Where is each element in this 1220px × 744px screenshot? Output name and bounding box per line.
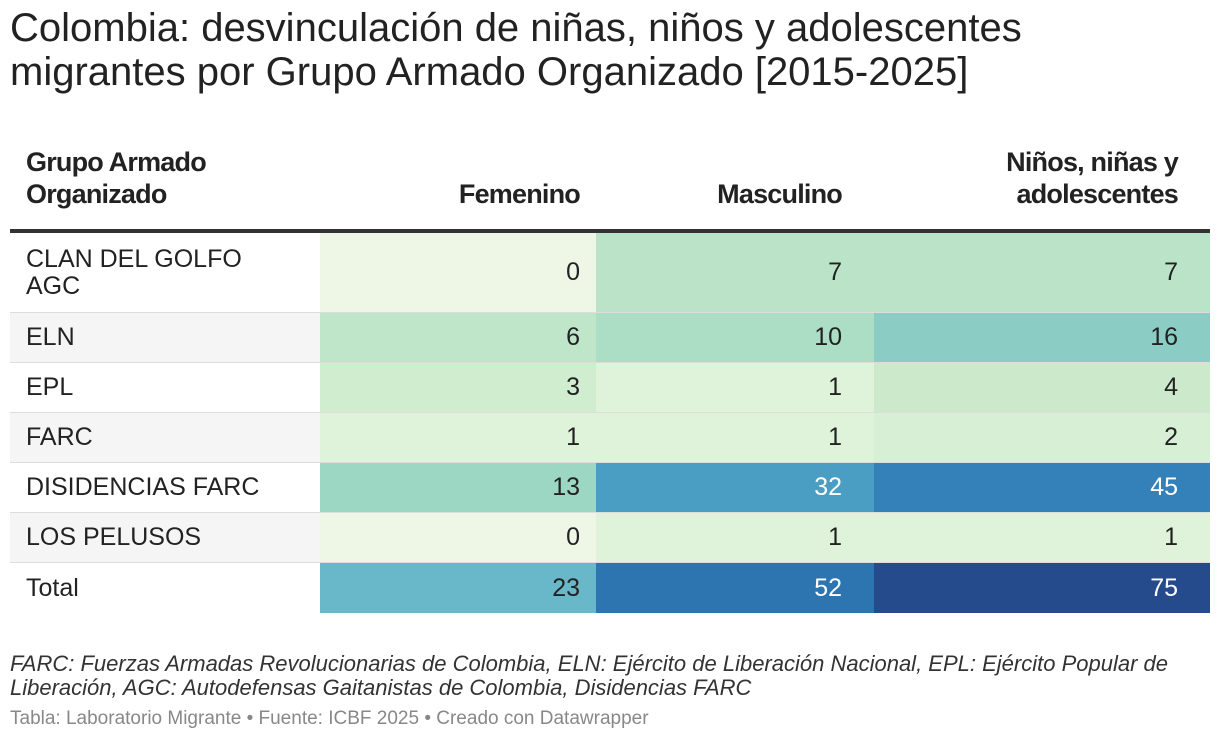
- cell-masculino: 1: [596, 363, 874, 412]
- table-row: DISIDENCIAS FARC 13 32 45: [10, 463, 1210, 513]
- chart-title: Colombia: desvinculación de niñas, niños…: [10, 6, 1022, 94]
- cell-masculino: 52: [596, 563, 874, 613]
- cell-masculino: 10: [596, 313, 874, 362]
- data-table: Grupo Armado Organizado Femenino Masculi…: [10, 147, 1210, 613]
- table-row: FARC 1 1 2: [10, 413, 1210, 463]
- cell-femenino: 13: [320, 463, 596, 512]
- cell-grupo: FARC: [10, 413, 320, 462]
- table-body: CLAN DEL GOLFO AGC 0 7 7 ELN 6 10 16 EPL 3 1 4 FARC 1…: [10, 233, 1210, 613]
- cell-femenino: 1: [320, 413, 596, 462]
- cell-grupo: ELN: [10, 313, 320, 362]
- header-masculino[interactable]: Masculino: [717, 179, 843, 209]
- table-row: ELN 6 10 16: [10, 313, 1210, 363]
- footnote: FARC: Fuerzas Armadas Revolucionarias de…: [10, 651, 1168, 700]
- table-row: CLAN DEL GOLFO AGC 0 7 7: [10, 233, 1210, 313]
- cell-total: 45: [874, 463, 1210, 512]
- source-credit: Tabla: Laboratorio Migrante • Fuente: IC…: [10, 708, 649, 729]
- cell-grupo: CLAN DEL GOLFO AGC: [10, 233, 320, 312]
- cell-femenino: 3: [320, 363, 596, 412]
- cell-masculino: 1: [596, 513, 874, 562]
- table-header: Grupo Armado Organizado Femenino Masculi…: [10, 147, 1210, 233]
- cell-total: 1: [874, 513, 1210, 562]
- cell-grupo: EPL: [10, 363, 320, 412]
- cell-femenino: 0: [320, 233, 596, 312]
- cell-total: 75: [874, 563, 1210, 613]
- cell-grupo: DISIDENCIAS FARC: [10, 463, 320, 512]
- header-total[interactable]: Niños, niñas y adolescentes: [1006, 147, 1179, 209]
- cell-femenino: 0: [320, 513, 596, 562]
- header-femenino[interactable]: Femenino: [458, 179, 581, 209]
- header-grupo[interactable]: Grupo Armado Organizado: [26, 147, 207, 209]
- cell-total: 16: [874, 313, 1210, 362]
- table-row: EPL 3 1 4: [10, 363, 1210, 413]
- cell-masculino: 7: [596, 233, 874, 312]
- cell-femenino: 23: [320, 563, 596, 613]
- cell-grupo: Total: [10, 563, 320, 613]
- table-row: LOS PELUSOS 0 1 1: [10, 513, 1210, 563]
- cell-total: 7: [874, 233, 1210, 312]
- cell-total: 4: [874, 363, 1210, 412]
- cell-masculino: 32: [596, 463, 874, 512]
- cell-grupo: LOS PELUSOS: [10, 513, 320, 562]
- table-row: Total 23 52 75: [10, 563, 1210, 613]
- cell-femenino: 6: [320, 313, 596, 362]
- cell-total: 2: [874, 413, 1210, 462]
- cell-masculino: 1: [596, 413, 874, 462]
